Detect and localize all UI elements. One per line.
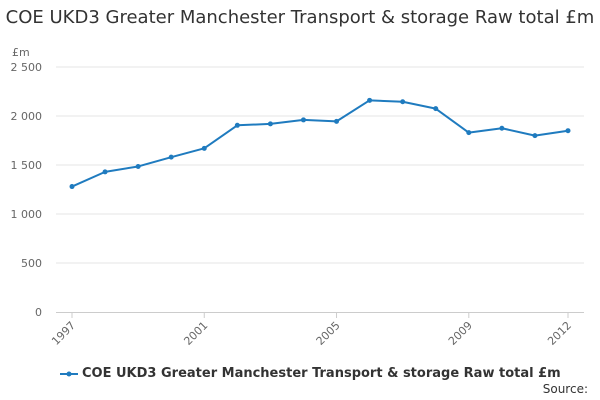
data-point[interactable] bbox=[102, 169, 108, 175]
y-tick-label: 500 bbox=[21, 257, 42, 270]
y-tick-label: 1 500 bbox=[11, 159, 43, 172]
data-point[interactable] bbox=[565, 128, 571, 134]
grid-lines bbox=[56, 66, 584, 264]
x-tick-label: 2009 bbox=[446, 319, 475, 348]
data-point[interactable] bbox=[168, 154, 174, 160]
data-point[interactable] bbox=[135, 163, 141, 169]
y-tick-label: 1 000 bbox=[11, 208, 43, 221]
data-point[interactable] bbox=[234, 122, 240, 128]
data-point[interactable] bbox=[466, 130, 472, 136]
x-tick-labels: 1997 2001 2005 2009 2012 bbox=[49, 319, 574, 348]
data-point[interactable] bbox=[400, 99, 406, 105]
data-point[interactable] bbox=[69, 184, 75, 190]
data-point[interactable] bbox=[334, 118, 340, 124]
y-tick-label: 2 500 bbox=[11, 61, 43, 74]
data-point[interactable] bbox=[433, 106, 439, 112]
data-point[interactable] bbox=[499, 125, 505, 131]
y-tick-label: 2 000 bbox=[11, 110, 43, 123]
axes bbox=[56, 312, 584, 318]
x-tick-label: 1997 bbox=[49, 319, 78, 348]
chart-title: COE UKD3 Greater Manchester Transport & … bbox=[5, 7, 595, 28]
x-tick-label: 2012 bbox=[545, 319, 574, 348]
legend-label: COE UKD3 Greater Manchester Transport & … bbox=[82, 366, 561, 381]
data-point[interactable] bbox=[267, 121, 273, 127]
data-point[interactable] bbox=[201, 145, 207, 151]
series-line bbox=[71, 99, 569, 188]
source-label: Source: bbox=[542, 382, 588, 396]
legend[interactable]: COE UKD3 Greater Manchester Transport & … bbox=[60, 366, 561, 381]
y-unit-label: £m bbox=[12, 46, 30, 59]
legend-swatch-icon bbox=[60, 371, 78, 376]
data-point[interactable] bbox=[532, 133, 538, 139]
y-tick-labels: 0 500 1 000 1 500 2 000 2 500 bbox=[11, 61, 43, 319]
y-tick-label: 0 bbox=[35, 306, 42, 319]
x-tick-label: 2001 bbox=[181, 319, 210, 348]
data-point[interactable] bbox=[367, 97, 373, 103]
data-point[interactable] bbox=[300, 117, 306, 123]
x-tick-label: 2005 bbox=[314, 319, 343, 348]
series bbox=[69, 97, 571, 190]
